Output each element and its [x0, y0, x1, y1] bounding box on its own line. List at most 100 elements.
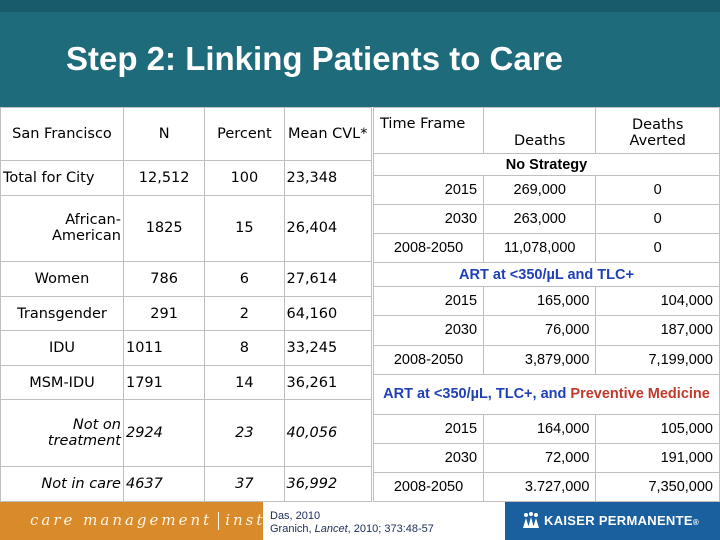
row-label: Not in care: [0, 466, 124, 502]
row-n: 4637: [122, 466, 206, 502]
row-averted: 7,199,000: [595, 344, 720, 375]
brand-divider: [218, 512, 220, 530]
row-percent: 15: [204, 194, 285, 263]
row-n: 1791: [122, 364, 206, 401]
row-n: 1011: [122, 330, 206, 366]
header-deaths-averted: Deaths Averted: [595, 107, 720, 154]
row-percent: 8: [204, 330, 285, 366]
row-label: Total for City: [0, 160, 124, 196]
row-label: MSM-IDU: [0, 364, 124, 401]
section-title-part: ART at <350/µL and: [459, 266, 598, 283]
row-deaths: 72,000: [483, 442, 597, 473]
kaiser-permanente-logo: KAISER PERMANENTE®: [522, 511, 699, 529]
row-label: Transgender: [0, 295, 124, 332]
row-time: 2008-2050: [372, 344, 485, 375]
table-row: Total for City 12,512 100 23,348: [0, 160, 372, 196]
row-n: 12,512: [122, 160, 206, 196]
slide-title: Step 2: Linking Patients to Care: [66, 40, 563, 77]
row-averted: 104,000: [595, 286, 720, 317]
row-mean: 23,348: [283, 160, 372, 196]
section-title-no-strategy: No Strategy: [373, 153, 720, 176]
row-deaths: 263,000: [483, 204, 597, 235]
citation: Das, 2010 Granich, Lancet, 2010; 373:48-…: [270, 510, 434, 536]
row-n: 291: [122, 295, 206, 332]
citation-rest: , 2010; 373:48-57: [347, 523, 434, 535]
row-averted: 191,000: [595, 442, 720, 473]
row-label: African-American: [0, 194, 124, 263]
section-title-art-tlc: ART at <350/µL and TLC+: [373, 262, 720, 288]
row-deaths: 76,000: [483, 315, 597, 346]
table-row: African-American 1825 15 26,404: [0, 194, 372, 263]
table-header-row: San Francisco N Percent Mean CVL*: [0, 107, 372, 161]
header-percent: Percent: [204, 107, 285, 161]
section-title-part: ART at <350/µL,: [383, 386, 496, 403]
row-deaths: 3.727,000: [483, 471, 597, 503]
section-title-art-tlc-preventive: ART at <350/µL, TLC+, and Preventive Med…: [373, 373, 720, 415]
row-label: Women: [0, 261, 124, 297]
citation-line-2: Granich, Lancet, 2010; 373:48-57: [270, 523, 434, 536]
row-averted: 105,000: [595, 413, 720, 444]
row-percent: 23: [204, 399, 285, 468]
row-averted: 187,000: [595, 315, 720, 346]
section-title-part: TLC+: [597, 266, 634, 283]
title-bar: Step 2: Linking Patients to Care: [0, 0, 720, 107]
section-row: No Strategy: [373, 153, 720, 176]
citation-author: Granich,: [270, 523, 315, 535]
row-label: Not on treatment: [0, 399, 124, 468]
table-row: 2008-2050 3.727,000 7,350,000: [372, 471, 720, 503]
table-row: 2008-2050 3,879,000 7,199,000: [372, 344, 720, 375]
kp-registered-mark: ®: [692, 518, 700, 527]
row-percent: 37: [204, 466, 285, 502]
table-row: MSM-IDU 1791 14 36,261: [0, 364, 372, 401]
header-n: N: [122, 107, 206, 161]
row-time: 2015: [372, 174, 485, 206]
row-label: IDU: [0, 330, 124, 366]
row-mean: 40,056: [283, 399, 372, 468]
table-row: 2015 164,000 105,000: [372, 413, 720, 444]
header-time-frame: Time Frame: [372, 107, 485, 154]
row-time: 2008-2050: [372, 233, 485, 264]
header-san-francisco: San Francisco: [0, 107, 124, 161]
row-averted: 0: [595, 204, 720, 235]
row-averted: 0: [595, 174, 720, 206]
row-time: 2030: [372, 204, 485, 235]
row-n: 2924: [122, 399, 206, 468]
row-deaths: 164,000: [483, 413, 597, 444]
row-mean: 36,992: [283, 466, 372, 502]
table-row: Women 786 6 27,614: [0, 261, 372, 297]
row-time: 2015: [372, 286, 485, 317]
row-mean: 33,245: [283, 330, 372, 366]
section-title-part: , and: [532, 386, 571, 403]
table-row: 2015 269,000 0: [372, 174, 720, 206]
row-n: 1825: [122, 194, 206, 263]
row-mean: 36,261: [283, 364, 372, 401]
section-title-part: Preventive Medicine: [570, 386, 710, 403]
row-time: 2030: [372, 315, 485, 346]
table-row: 2008-2050 11,078,000 0: [372, 233, 720, 264]
row-percent: 6: [204, 261, 285, 297]
title-bar-band: [0, 0, 720, 12]
section-row: ART at <350/µL and TLC+: [373, 262, 720, 288]
section-row: ART at <350/µL, TLC+, and Preventive Med…: [373, 373, 720, 415]
citation-journal: Lancet: [314, 523, 348, 535]
table-row: 2015 165,000 104,000: [372, 286, 720, 317]
kp-figures-icon: [523, 512, 539, 528]
table-row: 2030 72,000 191,000: [372, 442, 720, 473]
table-row: IDU 1011 8 33,245: [0, 330, 372, 366]
table-header-row: Time Frame Deaths Deaths Averted: [372, 107, 720, 154]
table-row: Not in care 4637 37 36,992: [0, 466, 372, 502]
section-title-part: TLC+: [495, 386, 533, 403]
row-percent: 2: [204, 295, 285, 332]
table-row: Transgender 291 2 64,160: [0, 295, 372, 332]
header-mean-cvl: Mean CVL*: [283, 107, 372, 161]
row-mean: 27,614: [283, 261, 372, 297]
row-mean: 26,404: [283, 194, 372, 263]
citation-line-1: Das, 2010: [270, 510, 321, 522]
row-deaths: 11,078,000: [483, 233, 597, 264]
table-row: Not on treatment 2924 23 40,056: [0, 399, 372, 468]
row-deaths: 3,879,000: [483, 344, 597, 375]
header-deaths: Deaths: [483, 107, 597, 154]
kp-logo-text: KAISER PERMANENTE: [544, 513, 693, 528]
table-row: 2030 263,000 0: [372, 204, 720, 235]
row-time: 2015: [372, 413, 485, 444]
